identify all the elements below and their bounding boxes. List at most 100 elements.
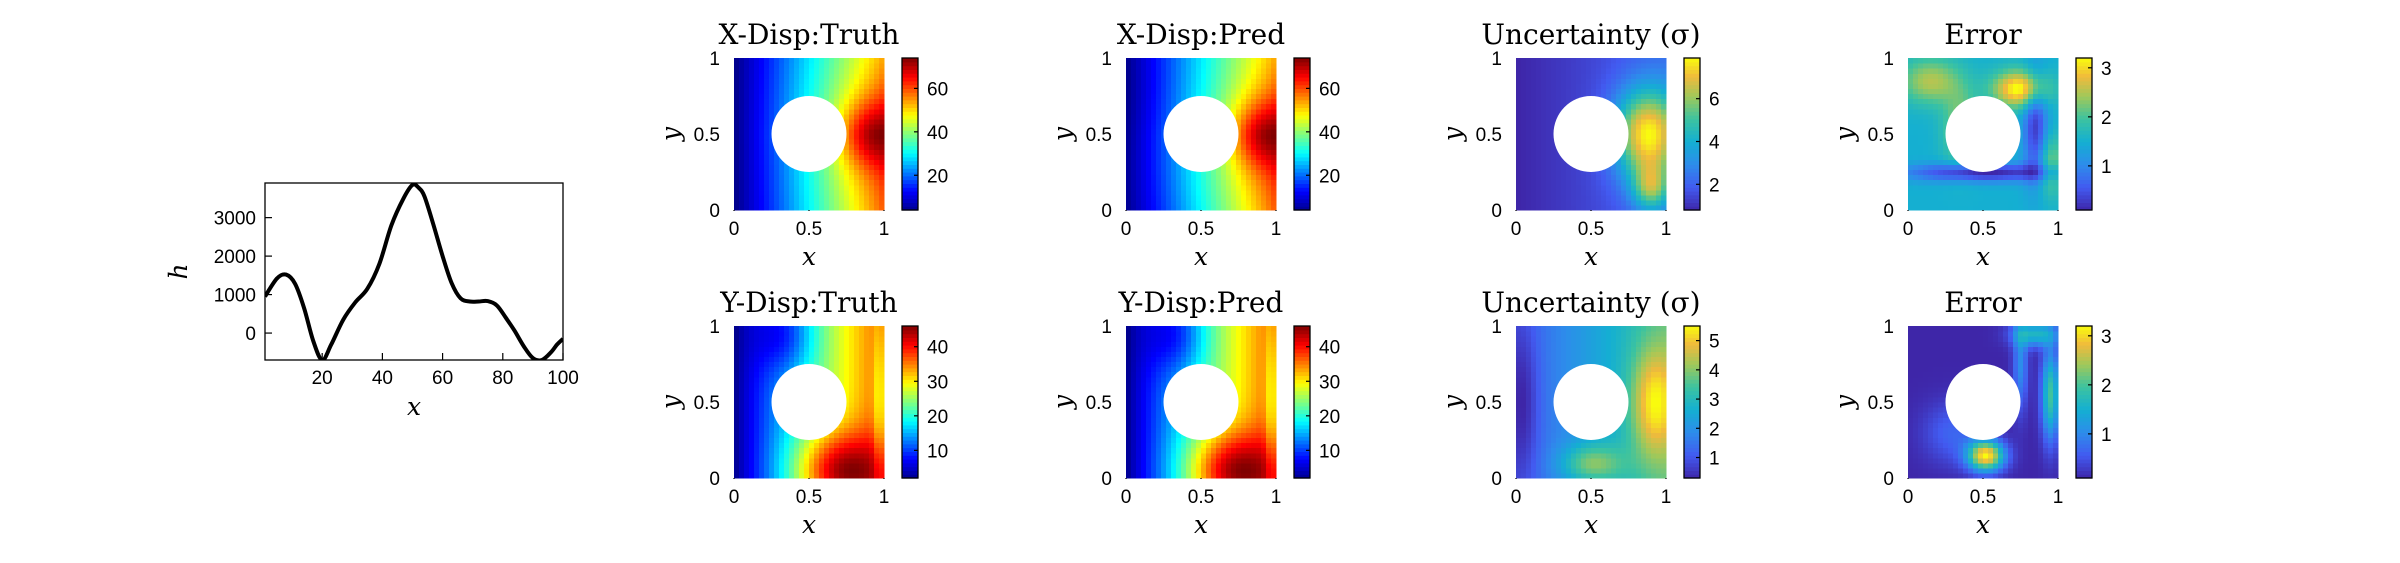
heatmap-cell xyxy=(1601,68,1607,74)
heatmap-cell xyxy=(1551,93,1557,100)
heatmap-cell xyxy=(1943,73,1949,79)
heatmap-cell xyxy=(869,351,875,357)
heatmap-cell xyxy=(1913,68,1919,74)
colorbar-tick-label: 3 xyxy=(2101,59,2112,80)
heatmap-cell xyxy=(794,83,800,89)
heatmap-cell xyxy=(1521,164,1527,171)
heatmap-cell xyxy=(1541,134,1547,140)
heatmap-cell xyxy=(1131,412,1137,418)
heatmap-cell xyxy=(774,68,780,74)
heatmap-cell xyxy=(1601,63,1607,69)
heatmap-cell xyxy=(1968,83,1974,89)
heatmap-cell xyxy=(1196,179,1202,186)
heatmap-cell xyxy=(824,184,830,191)
heatmap-cell xyxy=(854,63,860,69)
heatmap-cell xyxy=(779,159,785,165)
heatmap-cell xyxy=(2018,159,2024,165)
heatmap-cell xyxy=(754,123,760,130)
heatmap-cell xyxy=(759,179,765,186)
heatmap-cell xyxy=(1546,128,1552,135)
heatmap-cell xyxy=(1646,144,1652,150)
heatmap-cell xyxy=(849,412,855,418)
heatmap-cell xyxy=(1918,149,1924,155)
heatmap-cell xyxy=(1166,68,1172,74)
heatmap-cell xyxy=(849,452,855,459)
heatmap-cell xyxy=(1998,204,2004,211)
heatmap-cell xyxy=(1236,189,1242,196)
heatmap-cell xyxy=(1993,83,1999,89)
heatmap-cell xyxy=(1646,123,1652,130)
heatmap-cell xyxy=(2033,184,2039,191)
heatmap-cell xyxy=(1211,63,1217,69)
heatmap-cell xyxy=(2043,118,2049,125)
heatmap-cell xyxy=(1236,108,1242,115)
heatmap-cell xyxy=(1146,407,1152,413)
heatmap-cell xyxy=(739,447,745,454)
heatmap-cell xyxy=(764,366,770,373)
heatmap-cell xyxy=(2023,78,2029,84)
heatmap-cell xyxy=(1126,351,1132,357)
heatmap-cell xyxy=(1536,184,1542,191)
heatmap-cell xyxy=(764,169,770,176)
heatmap-cell xyxy=(1551,58,1557,64)
heatmap-cell xyxy=(1556,93,1562,100)
heatmap-cell xyxy=(1621,204,1627,211)
heatmap-cell xyxy=(1221,83,1227,89)
heatmap-cell xyxy=(1923,108,1929,115)
heatmap-cell xyxy=(1251,134,1257,140)
heatmap-cell xyxy=(1136,98,1142,105)
heatmap-cell xyxy=(844,381,850,388)
heatmap-cell xyxy=(1196,83,1202,89)
heatmap-cell xyxy=(1161,78,1167,84)
heatmap-cell xyxy=(1271,118,1277,125)
heatmap-cell xyxy=(1526,179,1532,186)
heatmap-cell xyxy=(2043,139,2049,145)
heatmap-cell xyxy=(1216,194,1222,201)
heatmap-cell xyxy=(769,159,775,165)
colorbar-segment xyxy=(2076,111,2092,116)
heatmap-cell xyxy=(1146,113,1152,120)
heatmap-cell xyxy=(844,412,850,418)
heatmap-cell xyxy=(769,144,775,150)
heatmap-cell xyxy=(734,356,740,363)
heatmap-cell xyxy=(869,331,875,337)
heatmap-cell xyxy=(774,93,780,100)
heatmap-cell xyxy=(794,179,800,186)
heatmap-cell xyxy=(844,336,850,342)
heatmap-cell xyxy=(1141,78,1147,84)
heatmap-cell xyxy=(1923,78,1929,84)
heatmap-cell xyxy=(874,437,880,444)
heatmap-cell xyxy=(1266,164,1272,171)
heatmap-cell xyxy=(794,73,800,79)
colorbar-frame xyxy=(901,57,919,211)
heatmap-cell xyxy=(784,68,790,74)
heatmap-cell xyxy=(1656,139,1662,145)
heatmap-cell xyxy=(764,361,770,368)
heatmap-cell xyxy=(1141,174,1147,181)
heatmap-cell xyxy=(1171,83,1177,89)
heatmap-cell xyxy=(839,447,845,454)
heatmap-cell xyxy=(2028,199,2034,206)
heatmap-cell xyxy=(1526,144,1532,150)
heatmap-cell xyxy=(749,336,755,342)
heatmap-cell xyxy=(1136,346,1142,352)
heatmap-cell xyxy=(1551,98,1557,105)
heatmap-cell xyxy=(1973,93,1979,100)
heatmap-cell xyxy=(2008,68,2014,74)
colorbar-segment xyxy=(902,126,918,131)
heatmap-cell xyxy=(1236,134,1242,140)
heatmap-cell xyxy=(799,68,805,74)
heatmap-cell xyxy=(1141,402,1147,408)
heatmap-cell xyxy=(2003,184,2009,191)
heatmap-cell xyxy=(799,204,805,211)
heatmap-cell xyxy=(1141,366,1147,373)
heatmap-cell xyxy=(1131,88,1137,95)
heatmap-cell xyxy=(1968,68,1974,74)
heatmap-cell xyxy=(1913,123,1919,130)
heatmap-cell xyxy=(834,58,840,64)
colorbar-segment xyxy=(1684,107,1700,112)
heatmap-cell xyxy=(1271,73,1277,79)
heatmap-cell xyxy=(1126,432,1132,439)
heatmap-cell xyxy=(1126,457,1132,464)
heatmap-cell xyxy=(2003,169,2009,176)
